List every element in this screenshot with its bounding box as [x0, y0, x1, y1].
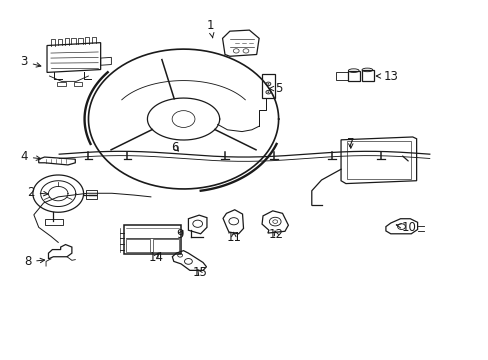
Text: 7: 7 — [346, 137, 354, 150]
Text: 8: 8 — [24, 255, 44, 268]
Text: 10: 10 — [395, 221, 416, 234]
Text: 3: 3 — [20, 55, 41, 68]
Text: 6: 6 — [171, 141, 179, 154]
Text: 5: 5 — [268, 82, 282, 95]
Text: 11: 11 — [226, 231, 241, 244]
Text: 12: 12 — [268, 228, 283, 241]
Text: 9: 9 — [176, 228, 183, 241]
Text: 1: 1 — [206, 19, 214, 38]
Text: 4: 4 — [20, 150, 41, 163]
Circle shape — [267, 91, 269, 93]
Text: 13: 13 — [375, 69, 397, 82]
Text: 15: 15 — [192, 266, 206, 279]
Circle shape — [267, 83, 269, 85]
Text: 14: 14 — [148, 251, 163, 264]
Text: 2: 2 — [27, 186, 48, 199]
